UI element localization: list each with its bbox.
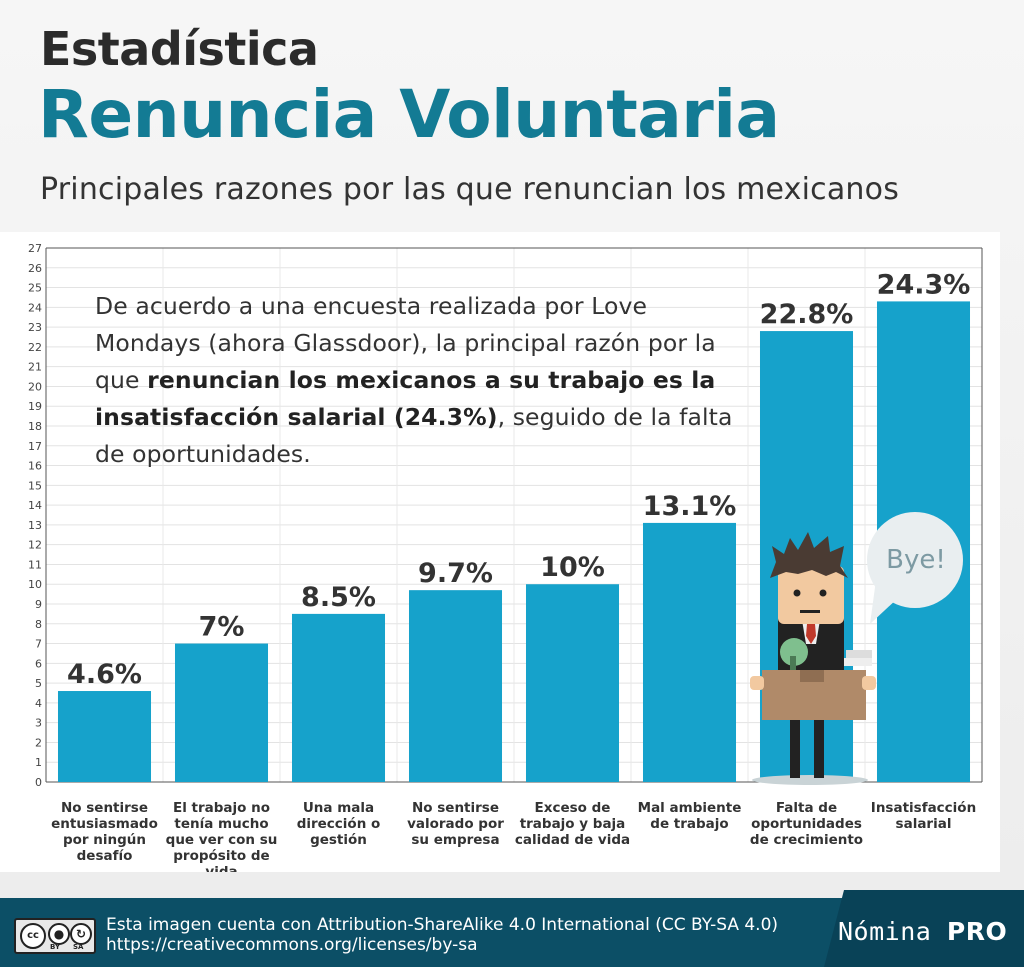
category-label: Falta de: [776, 800, 837, 816]
category-label: entusiasmado: [51, 816, 158, 832]
y-tick-label: 11: [28, 558, 42, 571]
value-label: 9.7%: [418, 558, 493, 589]
y-tick-label: 6: [35, 657, 42, 670]
y-tick-label: 1: [35, 756, 42, 769]
y-tick-label: 5: [35, 677, 42, 690]
bar: [525, 584, 620, 782]
value-label: 24.3%: [877, 269, 971, 300]
value-label: 8.5%: [301, 582, 376, 613]
category-label: El trabajo no: [173, 800, 270, 816]
annotation-text-end: , seguido de la falta de oportunidades.: [95, 403, 733, 468]
category-label: Mal ambiente: [638, 800, 742, 816]
y-tick-label: 7: [35, 638, 42, 651]
value-label: 13.1%: [643, 491, 737, 522]
sa-label: SA: [73, 943, 84, 951]
y-tick-label: 8: [35, 618, 42, 631]
chart-annotation: De acuerdo a una encuesta realizada por …: [95, 288, 735, 473]
cc-icon: cc: [20, 923, 46, 949]
category-label: oportunidades: [751, 816, 862, 832]
category-label: gestión: [310, 832, 367, 848]
y-tick-label: 20: [28, 380, 42, 393]
y-tick-label: 14: [28, 499, 42, 512]
category-label: dirección o: [297, 816, 381, 832]
category-label: Una mala: [303, 800, 374, 816]
value-label: 22.8%: [760, 299, 854, 330]
brand-bold: PRO: [946, 917, 1008, 946]
y-tick-label: 13: [28, 519, 42, 532]
resigning-man-illustration: [750, 532, 876, 785]
value-label: 7%: [199, 612, 245, 643]
category-label: salarial: [896, 816, 952, 832]
license-line: Esta imagen cuenta con Attribution-Share…: [106, 915, 779, 935]
bar: [57, 691, 152, 782]
bar: [174, 643, 269, 782]
y-tick-label: 27: [28, 242, 42, 255]
category-label: su empresa: [411, 832, 499, 848]
category-label: que ver con su: [166, 832, 278, 848]
value-label: 10%: [540, 552, 605, 583]
speech-bubble-text: Bye!: [886, 545, 946, 575]
speech-bubble: Bye!: [867, 512, 963, 624]
by-label: BY: [50, 943, 61, 951]
annotation-text-bold: renuncian los mexicanos a su trabajo es …: [95, 366, 716, 431]
y-tick-label: 10: [28, 578, 42, 591]
category-label: No sentirse: [61, 800, 148, 816]
brand-logo[interactable]: Nómina PRO: [838, 917, 1007, 946]
brand-panel: [824, 890, 1024, 967]
category-label: calidad de vida: [515, 832, 630, 848]
y-tick-label: 2: [35, 736, 42, 749]
y-tick-label: 0: [35, 776, 42, 789]
y-tick-label: 4: [35, 697, 42, 710]
brand-regular: Nómina: [838, 917, 932, 946]
title-estadistica: Estadística: [40, 22, 319, 76]
y-tick-label: 18: [28, 420, 42, 433]
y-tick-label: 15: [28, 479, 42, 492]
y-axis-ticks: 0123456789101112131415161718192021222324…: [28, 242, 42, 789]
sa-icon: ↻: [70, 923, 92, 945]
y-tick-label: 21: [28, 361, 42, 374]
title-renuncia-voluntaria: Renuncia Voluntaria: [38, 76, 780, 153]
by-icon: ●: [48, 923, 70, 945]
y-tick-label: 17: [28, 440, 42, 453]
bar-chart: 0123456789101112131415161718192021222324…: [0, 232, 1000, 872]
category-label: Exceso de: [535, 800, 611, 816]
category-label: de trabajo: [650, 816, 728, 832]
cc-license-badge[interactable]: cc ● ↻ BY SA: [14, 918, 96, 954]
annotation-text-start: De acuerdo a una encuesta realizada por …: [95, 292, 716, 394]
y-tick-label: 16: [28, 460, 42, 473]
category-label: tenía mucho: [174, 816, 268, 832]
y-tick-label: 24: [28, 301, 42, 314]
y-tick-label: 26: [28, 262, 42, 275]
category-label: desafío: [77, 848, 133, 864]
bar: [408, 590, 503, 782]
y-tick-label: 9: [35, 598, 42, 611]
y-tick-label: 22: [28, 341, 42, 354]
category-label: No sentirse: [412, 800, 499, 816]
license-text: Esta imagen cuenta con Attribution-Share…: [106, 915, 778, 955]
bar: [642, 522, 737, 782]
category-label: de crecimiento: [750, 832, 863, 848]
y-tick-label: 25: [28, 282, 42, 295]
category-label: por ningún: [63, 832, 146, 848]
y-tick-label: 3: [35, 717, 42, 730]
y-tick-label: 12: [28, 539, 42, 552]
y-tick-label: 23: [28, 321, 42, 334]
subtitle: Principales razones por las que renuncia…: [40, 172, 900, 207]
category-label: Insatisfacción: [871, 800, 976, 816]
license-url[interactable]: https://creativecommons.org/licenses/by-…: [106, 935, 478, 955]
category-label: vida: [205, 864, 237, 872]
category-label: propósito de: [173, 848, 269, 864]
value-label: 4.6%: [67, 659, 142, 690]
y-tick-label: 19: [28, 400, 42, 413]
category-label: valorado por: [407, 816, 504, 832]
category-label: trabajo y baja: [520, 816, 626, 832]
value-labels: 4.6% 7% 8.5% 9.7% 10% 13.1% 22.8% 24.3%: [67, 269, 970, 690]
bar: [291, 613, 386, 782]
